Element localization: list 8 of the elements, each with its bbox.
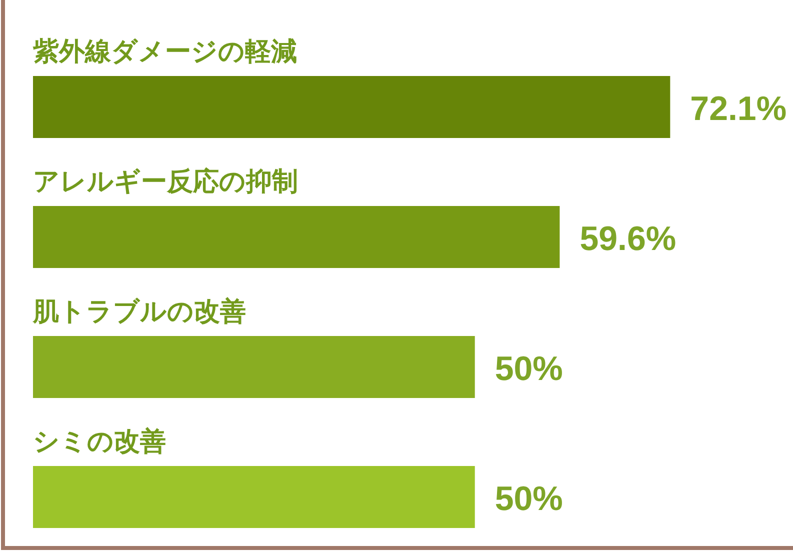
y-tick-label: 肌トラブルの改善 xyxy=(32,297,246,327)
data-label: 50% xyxy=(494,350,563,388)
y-tick-label: アレルギー反応の抑制 xyxy=(33,167,298,197)
y-tick-label: 紫外線ダメージの軽減 xyxy=(32,37,297,67)
data-label: 59.6% xyxy=(580,220,676,258)
data-label: 72.1% xyxy=(690,90,787,128)
y-tick-label: シミの改善 xyxy=(33,427,166,457)
data-label: 50% xyxy=(494,480,563,518)
